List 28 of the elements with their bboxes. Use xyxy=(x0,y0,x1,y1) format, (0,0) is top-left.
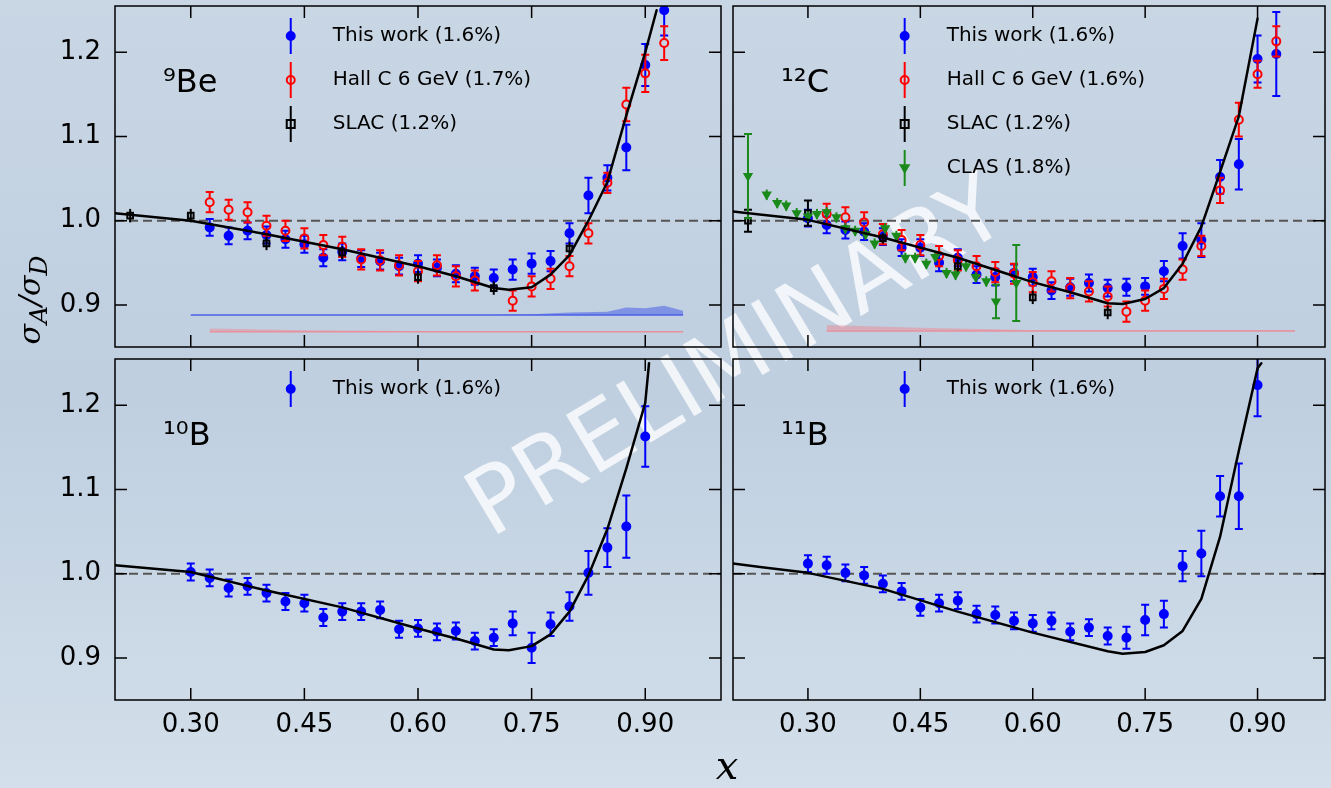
x-tick-label: 0.60 xyxy=(389,708,447,739)
legend-label: SLAC (1.2%) xyxy=(946,110,1072,135)
x-tick-label: 0.90 xyxy=(616,708,675,739)
x-tick-label: 0.45 xyxy=(891,708,950,739)
x-tick-label: 0.30 xyxy=(778,708,837,739)
legend-label: Hall C 6 GeV (1.6%) xyxy=(946,66,1146,91)
annotation: ¹⁰B xyxy=(163,415,211,453)
legend-label: SLAC (1.2%) xyxy=(332,110,458,135)
x-tick-label: 0.30 xyxy=(161,708,220,739)
y-tick-label: 1.1 xyxy=(59,119,101,150)
y-tick-label: 1.2 xyxy=(59,388,101,419)
legend-label: Hall C 6 GeV (1.7%) xyxy=(332,66,532,91)
x-tick-label: 0.90 xyxy=(1228,708,1287,739)
annotation: ⁹Be xyxy=(163,62,218,100)
legend-label: This work (1.6%) xyxy=(331,22,502,47)
x-axis-title: x xyxy=(715,742,739,788)
y-tick-label: 1.0 xyxy=(59,203,101,234)
y-tick-label: 0.9 xyxy=(59,287,101,318)
x-tick-label: 0.75 xyxy=(1116,708,1175,739)
y-tick-label: 0.9 xyxy=(59,640,101,671)
y-tick-label: 1.0 xyxy=(59,556,101,587)
x-tick-label: 0.75 xyxy=(502,708,561,739)
y-tick-label: 1.2 xyxy=(59,35,101,66)
x-tick-label: 0.60 xyxy=(1003,708,1062,739)
annotation: ¹²C xyxy=(781,62,829,100)
legend-label: This work (1.6%) xyxy=(945,22,1116,47)
x-tick-label: 0.45 xyxy=(275,708,334,739)
y-tick-label: 1.1 xyxy=(59,472,101,503)
